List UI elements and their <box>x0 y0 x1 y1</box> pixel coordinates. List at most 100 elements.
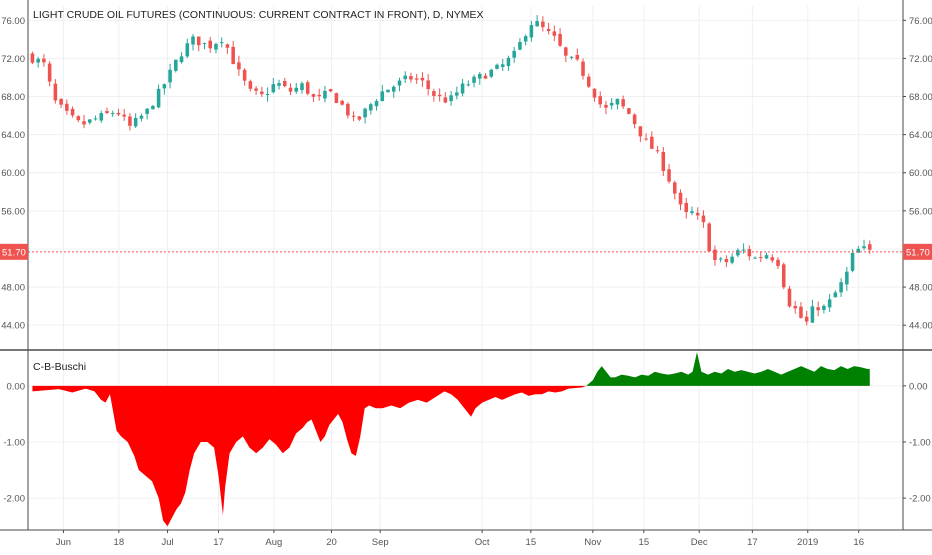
candle-body <box>632 114 637 125</box>
candle-body <box>535 21 539 27</box>
candle-body <box>477 73 482 79</box>
candle-body <box>426 80 430 90</box>
candle-body <box>604 104 608 108</box>
candle-body <box>627 108 631 114</box>
candle-body <box>271 84 276 93</box>
candle-body <box>346 103 350 116</box>
candle-body <box>99 113 104 121</box>
candle-body <box>254 88 258 91</box>
candle-body <box>59 98 63 105</box>
candle-body <box>437 94 442 97</box>
last-price-badge-left <box>0 243 28 260</box>
x-tick-label: 17 <box>747 537 758 548</box>
price-chart-title: LIGHT CRUDE OIL FUTURES (CONTINUOUS: CUR… <box>33 9 484 21</box>
price-y-tick-label-right: 60.00 <box>909 168 932 179</box>
candle-body <box>541 21 545 28</box>
candle-body <box>277 83 281 86</box>
candle-body <box>764 255 769 259</box>
candle-body <box>420 77 425 81</box>
candle-body <box>397 80 402 86</box>
osc-y-tick-label-right: -2.00 <box>909 494 931 505</box>
osc-y-tick-label-left: -1.00 <box>3 437 25 448</box>
x-tick-label: 17 <box>213 537 224 548</box>
candle-body <box>564 47 568 56</box>
candle-body <box>36 58 40 63</box>
candle-body <box>512 50 516 58</box>
candle-body <box>804 316 809 322</box>
candle-body <box>145 108 149 114</box>
candle-body <box>621 99 625 107</box>
candle-body <box>449 95 453 102</box>
candle-body <box>219 42 224 44</box>
oscillator-negative-area <box>32 385 870 527</box>
candle-body <box>695 212 700 216</box>
candle-body <box>93 118 98 120</box>
candle-body <box>793 306 797 309</box>
osc-y-tick-label-left: 0.00 <box>7 381 26 392</box>
candle-body <box>208 40 213 49</box>
candle-body <box>231 46 235 65</box>
candle-body <box>661 151 666 171</box>
last-price-badge-right <box>903 243 932 260</box>
x-tick-label: Aug <box>265 537 282 548</box>
candle-body <box>684 202 689 213</box>
candle-body <box>569 56 574 58</box>
candle-body <box>202 42 207 44</box>
candle-body <box>53 83 58 101</box>
candle-body <box>678 192 683 205</box>
last-price-badge-left-text: 51.70 <box>2 247 26 258</box>
candle-body <box>242 69 247 81</box>
price-y-tick-label-left: 64.00 <box>1 130 25 141</box>
candle-body <box>667 169 671 182</box>
candle-body <box>305 82 310 94</box>
candle-body <box>351 115 356 117</box>
candle-body <box>575 54 580 60</box>
candle-body <box>156 88 161 108</box>
candle-body <box>403 75 407 80</box>
candle-body <box>174 59 178 71</box>
candle-body <box>168 69 172 83</box>
candle-body <box>529 25 534 38</box>
candle-body <box>558 33 562 46</box>
candle-body <box>518 42 522 50</box>
candle-body <box>839 282 843 293</box>
candle-body <box>380 91 385 101</box>
osc-y-tick-label-right: -1.00 <box>909 437 931 448</box>
price-y-tick-label-right: 64.00 <box>909 130 932 141</box>
candle-body <box>386 89 390 93</box>
candle-body <box>88 119 92 123</box>
price-y-tick-label-left: 60.00 <box>1 168 25 179</box>
price-y-tick-label-right: 72.00 <box>909 54 932 65</box>
candle-body <box>759 257 763 259</box>
price-y-tick-label-left: 72.00 <box>1 54 25 65</box>
candle-body <box>265 93 270 96</box>
candle-body <box>317 94 321 97</box>
x-tick-label: 16 <box>853 537 864 548</box>
candle-body <box>776 259 780 266</box>
x-tick-label: 15 <box>639 537 650 548</box>
candle-body <box>845 271 849 285</box>
candle-body <box>736 250 740 256</box>
candle-body <box>414 78 419 80</box>
candle-body <box>672 182 677 194</box>
candle-body <box>615 98 620 105</box>
candle-body <box>500 64 505 68</box>
candle-body <box>179 56 184 63</box>
candle-body <box>214 43 218 50</box>
candle-body <box>483 75 488 79</box>
candle-body <box>260 91 264 95</box>
candle-body <box>862 246 866 249</box>
candle-body <box>718 258 723 260</box>
price-y-tick-label-right: 68.00 <box>909 92 932 103</box>
candle-body <box>827 299 832 308</box>
x-tick-label: 20 <box>326 537 337 548</box>
candle-body <box>455 92 459 96</box>
candle-body <box>283 80 287 87</box>
oscillator-title: C-B-Buschi <box>33 361 86 373</box>
oscillator-area <box>32 352 870 527</box>
candle-body <box>609 102 614 106</box>
candle-body <box>191 36 195 45</box>
candle-body <box>638 126 643 137</box>
